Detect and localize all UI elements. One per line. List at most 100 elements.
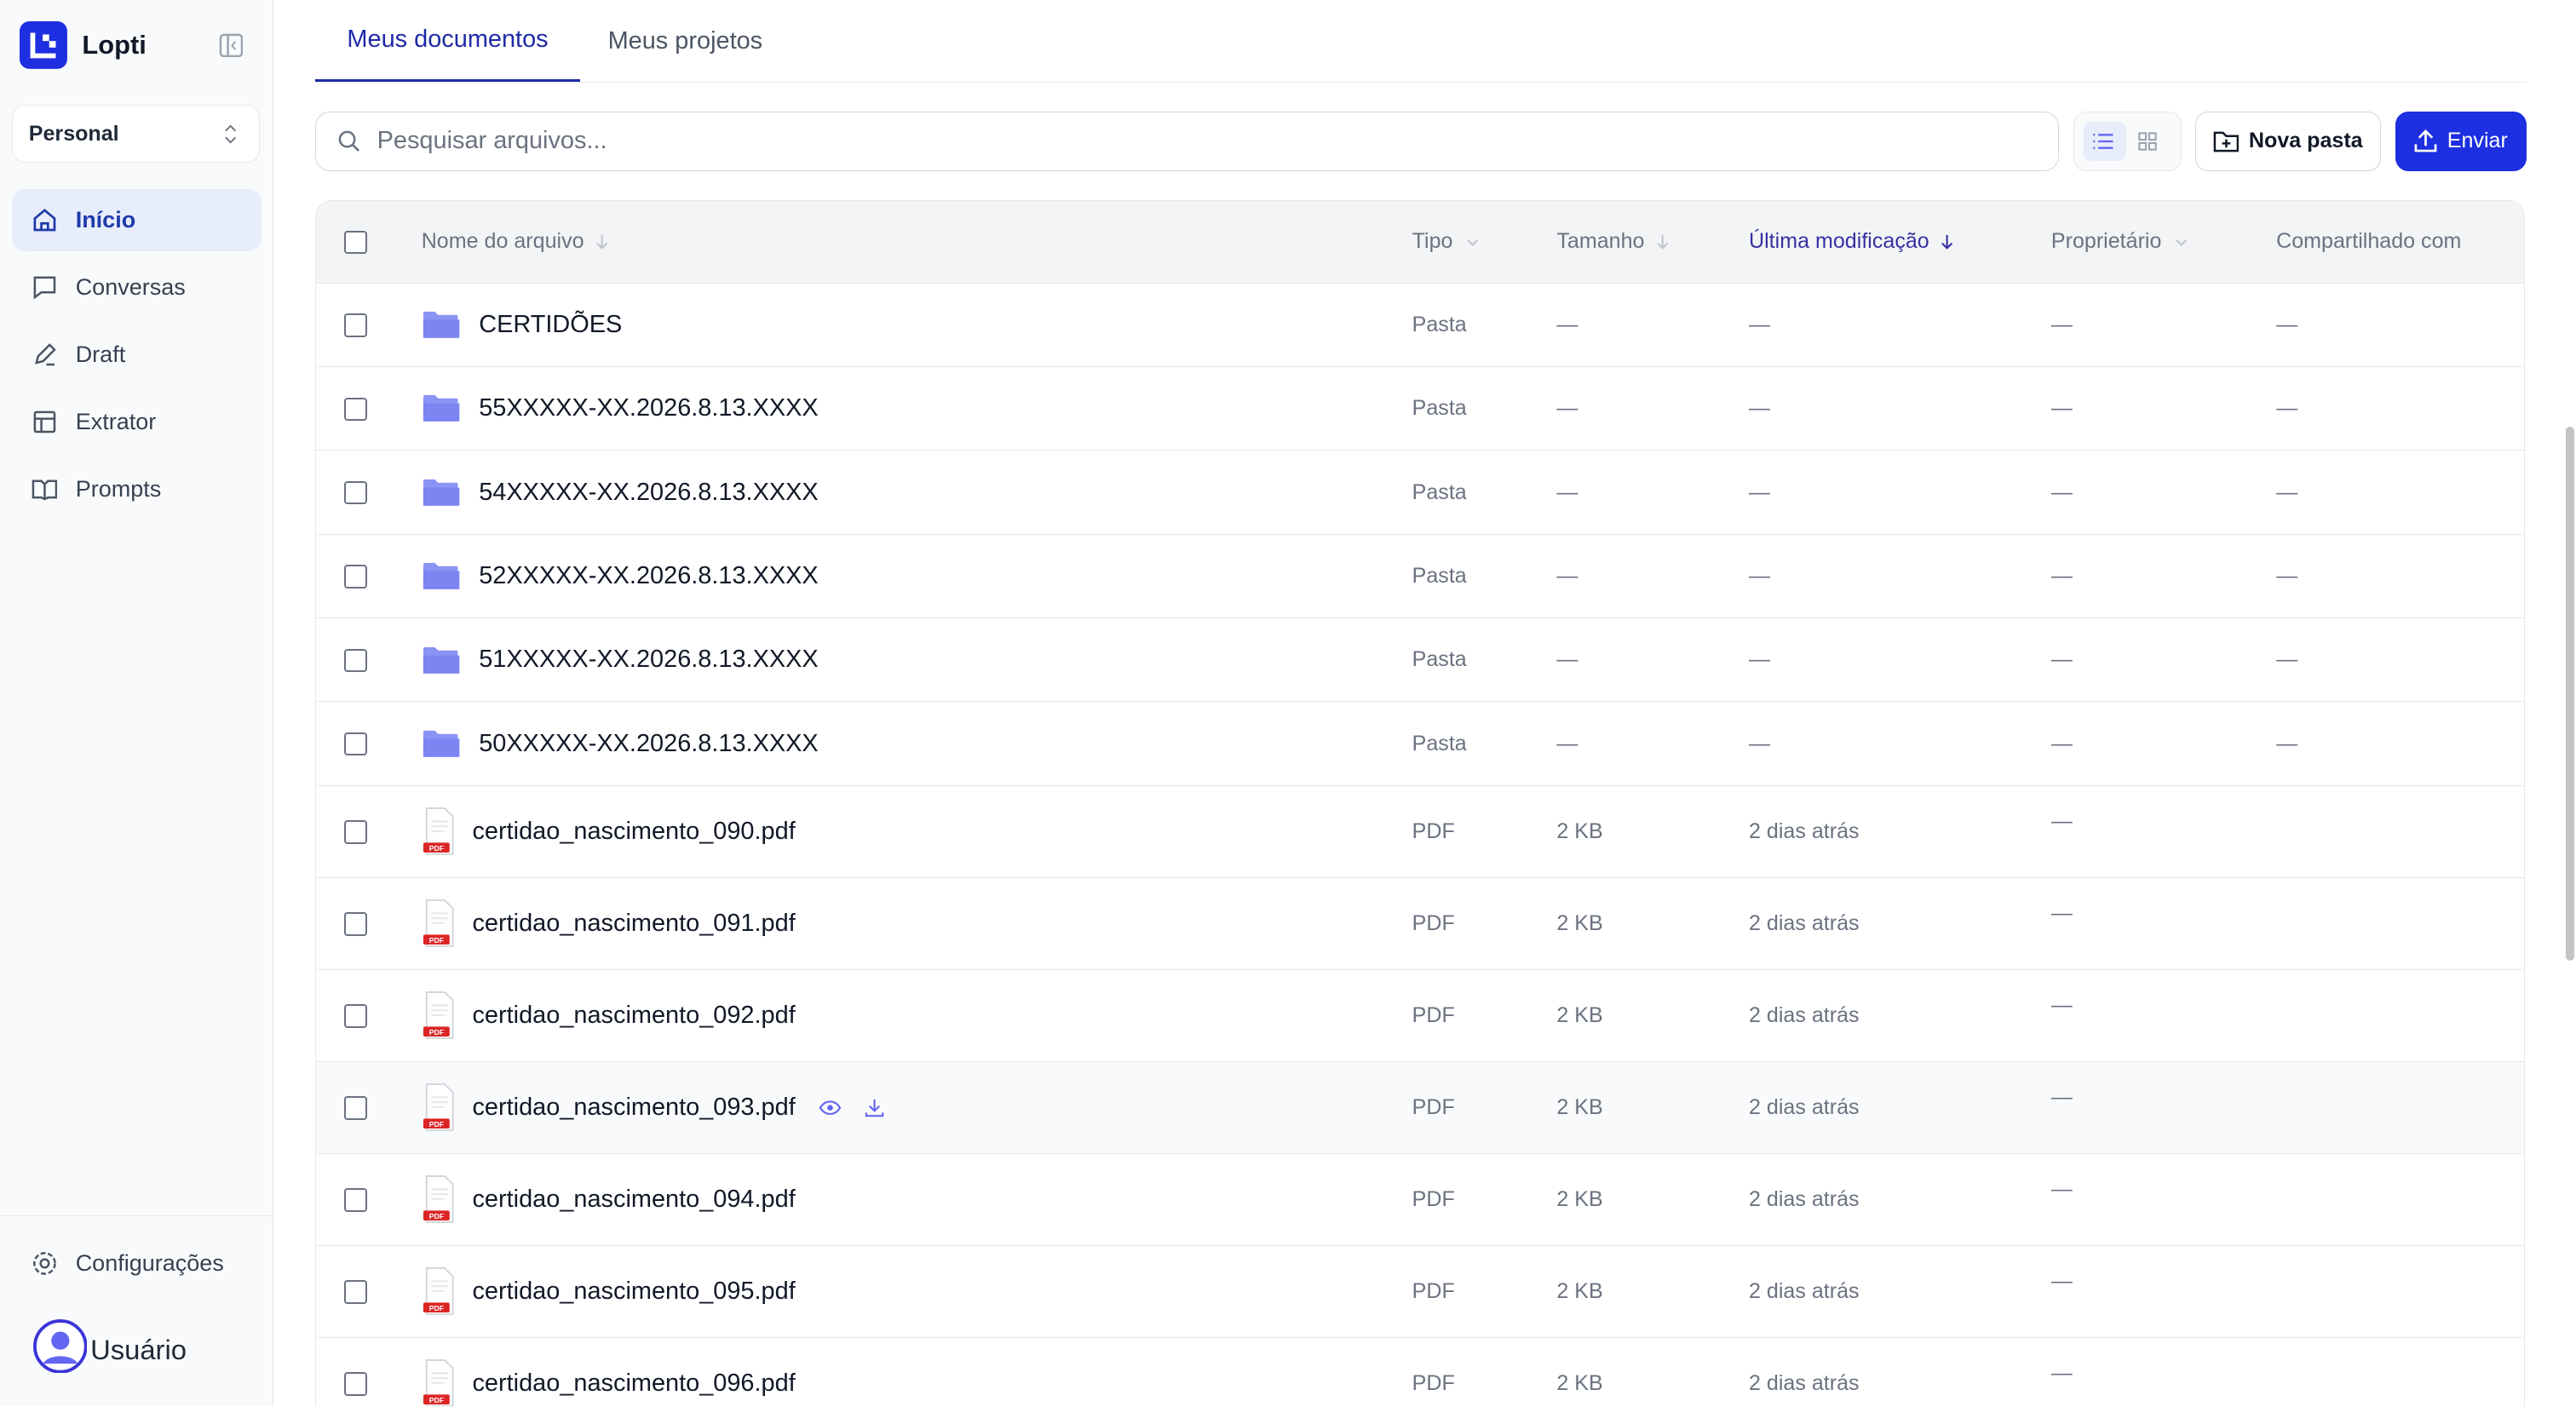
checkbox[interactable] bbox=[344, 1280, 368, 1304]
nav-item[interactable]: Conversas bbox=[12, 256, 262, 319]
avatar[interactable] bbox=[32, 1318, 88, 1374]
download-button bbox=[865, 1099, 884, 1117]
column-header[interactable]: Tamanho bbox=[1556, 201, 1670, 282]
tab[interactable]: Meus projetos bbox=[607, 26, 763, 55]
scrollbar bbox=[2566, 427, 2575, 962]
file-name: 52XXXXX-XX.2026.8.13.XXXX bbox=[479, 561, 819, 589]
view-icons[interactable] bbox=[2079, 118, 2177, 164]
checkbox[interactable] bbox=[344, 1188, 368, 1212]
nav-item[interactable]: Prompts bbox=[12, 458, 262, 520]
workspace-label: Personal bbox=[28, 121, 119, 146]
checkbox[interactable] bbox=[344, 313, 368, 337]
nav-item[interactable]: Início bbox=[11, 188, 262, 252]
new-folder-button[interactable]: Nova pasta bbox=[2194, 112, 2381, 171]
folder-icon bbox=[423, 730, 460, 757]
checkbox[interactable] bbox=[344, 820, 368, 844]
icon bbox=[32, 1251, 56, 1275]
checkbox[interactable] bbox=[344, 481, 368, 505]
label: Nova pasta bbox=[2248, 129, 2363, 153]
folder-row[interactable]: 54XXXXX-XX.2026.8.13.XXXX Pasta — — — — bbox=[316, 451, 2525, 535]
column-header[interactable]: Proprietário bbox=[2051, 201, 2189, 282]
owner-cell: — bbox=[2050, 1360, 2073, 1385]
checkbox[interactable] bbox=[344, 1004, 368, 1028]
checkbox[interactable] bbox=[344, 1372, 368, 1396]
name-cell: PDF certidao_nascimento_093.pdf bbox=[422, 1062, 884, 1153]
owner-cell: — bbox=[2050, 992, 2073, 1017]
type-cell: PDF bbox=[1412, 818, 1455, 843]
file-row[interactable]: PDF certidao_nascimento_093.pdf PDF 2 KB 2 d… bbox=[316, 1061, 2525, 1154]
nav-label: Prompts bbox=[75, 476, 162, 502]
checkbox[interactable] bbox=[344, 230, 368, 255]
owner-cell: — bbox=[2050, 1084, 2073, 1109]
checkbox[interactable] bbox=[344, 648, 368, 672]
size-cell: — bbox=[1556, 563, 1578, 588]
file-row[interactable]: PDF certidao_nascimento_092.pdf PDF 2 KB 2 d… bbox=[316, 970, 2525, 1062]
tab[interactable]: Meus documentos bbox=[315, 0, 580, 82]
icon bbox=[32, 480, 57, 501]
logo bbox=[20, 21, 68, 69]
nav-label: Início bbox=[75, 206, 136, 233]
folder-row[interactable]: 52XXXXX-XX.2026.8.13.XXXX Pasta — — — — bbox=[316, 535, 2525, 619]
name-cell: 52XXXXX-XX.2026.8.13.XXXX bbox=[422, 535, 819, 617]
checkbox[interactable] bbox=[344, 732, 368, 756]
name-cell: CERTIDÕES bbox=[422, 284, 622, 366]
svg-text:PDF: PDF bbox=[428, 845, 443, 853]
folder-row[interactable]: CERTIDÕES Pasta — — — — bbox=[316, 284, 2525, 368]
folder-row[interactable]: 50XXXXX-XX.2026.8.13.XXXX Pasta — — — — bbox=[316, 703, 2525, 786]
file-name: certidao_nascimento_094.pdf bbox=[472, 1185, 796, 1213]
column-header[interactable]: Nome do arquivo bbox=[422, 201, 611, 282]
folder-row[interactable]: 55XXXXX-XX.2026.8.13.XXXX Pasta — — — — bbox=[316, 367, 2525, 451]
checkbox[interactable] bbox=[344, 565, 368, 589]
size-cell: — bbox=[1556, 396, 1578, 421]
pdf-icon: PDF bbox=[423, 1083, 454, 1132]
shared-cell: — bbox=[2276, 647, 2298, 672]
svg-text:PDF: PDF bbox=[428, 1121, 443, 1129]
type-cell: PDF bbox=[1412, 910, 1455, 935]
checkbox[interactable] bbox=[344, 1096, 368, 1120]
pdf-icon: PDF bbox=[423, 899, 454, 948]
name-cell: 54XXXXX-XX.2026.8.13.XXXX bbox=[422, 451, 819, 533]
owner-cell: — bbox=[2050, 808, 2073, 833]
pdf-icon: PDF bbox=[423, 1175, 454, 1224]
name-cell: PDF certidao_nascimento_092.pdf bbox=[422, 970, 796, 1061]
nav-item[interactable]: Draft bbox=[12, 324, 262, 386]
collapse-button[interactable] bbox=[219, 33, 244, 58]
file-name: certidao_nascimento_095.pdf bbox=[472, 1277, 796, 1305]
name-cell: 55XXXXX-XX.2026.8.13.XXXX bbox=[422, 367, 819, 450]
size-cell: — bbox=[1556, 312, 1578, 336]
file-table: Nome do arquivo Tipo Tamanho Última modific… bbox=[315, 200, 2526, 1406]
icon bbox=[2414, 129, 2437, 152]
search-box[interactable]: Pesquisar arquivos... bbox=[315, 112, 2059, 171]
nav-item[interactable]: Extrator bbox=[12, 391, 262, 453]
file-name: 54XXXXX-XX.2026.8.13.XXXX bbox=[479, 478, 819, 506]
column-header[interactable]: Tipo bbox=[1412, 201, 1481, 282]
file-row[interactable]: PDF certidao_nascimento_096.pdf PDF 2 KB 2 d… bbox=[316, 1338, 2524, 1406]
settings-link[interactable]: Configurações bbox=[12, 1232, 262, 1294]
upload-button[interactable]: Enviar bbox=[2395, 112, 2527, 171]
label: Enviar bbox=[2447, 129, 2508, 153]
modified-cell: 2 dias atrás bbox=[1749, 1094, 1860, 1119]
file-row[interactable]: PDF certidao_nascimento_090.pdf PDF 2 KB 2 d… bbox=[316, 786, 2525, 878]
file-row[interactable]: PDF certidao_nascimento_091.pdf PDF 2 KB 2 d… bbox=[316, 878, 2525, 970]
file-row[interactable]: PDF certidao_nascimento_094.pdf PDF 2 KB 2 d… bbox=[316, 1154, 2525, 1246]
shared-cell: — bbox=[2276, 480, 2298, 504]
file-name: certidao_nascimento_092.pdf bbox=[472, 1001, 796, 1029]
file-name: certidao_nascimento_093.pdf bbox=[472, 1093, 796, 1121]
checkbox[interactable] bbox=[344, 912, 368, 936]
folder-row[interactable]: 51XXXXX-XX.2026.8.13.XXXX Pasta — — — — bbox=[316, 618, 2525, 703]
owner-cell: — bbox=[2050, 312, 2073, 336]
file-name: 50XXXXX-XX.2026.8.13.XXXX bbox=[479, 729, 819, 757]
owner-cell: — bbox=[2050, 1268, 2073, 1293]
sort-icon bbox=[596, 235, 608, 250]
modified-cell: 2 dias atrás bbox=[1749, 1186, 1860, 1211]
header-label: Compartilhado com bbox=[2276, 229, 2462, 254]
brand: Lopti bbox=[82, 29, 147, 60]
file-row[interactable]: PDF certidao_nascimento_095.pdf PDF 2 KB 2 d… bbox=[316, 1246, 2525, 1338]
type-cell: Pasta bbox=[1412, 396, 1467, 421]
checkbox[interactable] bbox=[344, 397, 368, 421]
pdf-icon: PDF bbox=[423, 991, 454, 1040]
icon bbox=[34, 343, 56, 366]
column-header[interactable]: Última modificação bbox=[1749, 201, 1956, 282]
type-cell: Pasta bbox=[1412, 647, 1467, 672]
workspace-select[interactable]: Personal bbox=[11, 105, 260, 163]
